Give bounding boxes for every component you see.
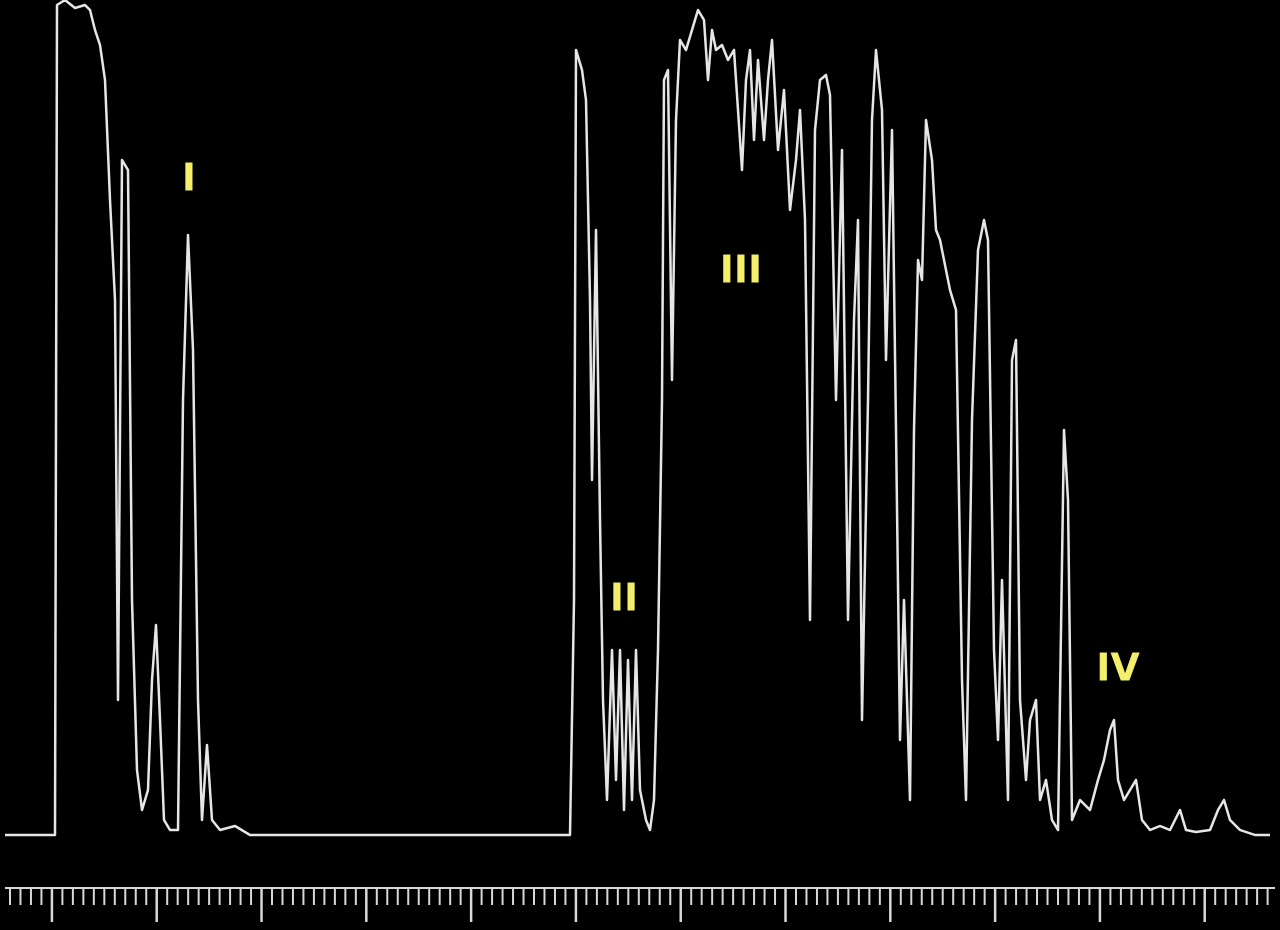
ruler-ticks <box>9 888 1269 922</box>
annotation-label: I <box>182 156 196 200</box>
annotation-label: III <box>720 248 762 292</box>
annotation-label: IV <box>1096 646 1140 690</box>
signal-trace <box>5 0 1270 837</box>
annotation-label: II <box>610 576 638 620</box>
